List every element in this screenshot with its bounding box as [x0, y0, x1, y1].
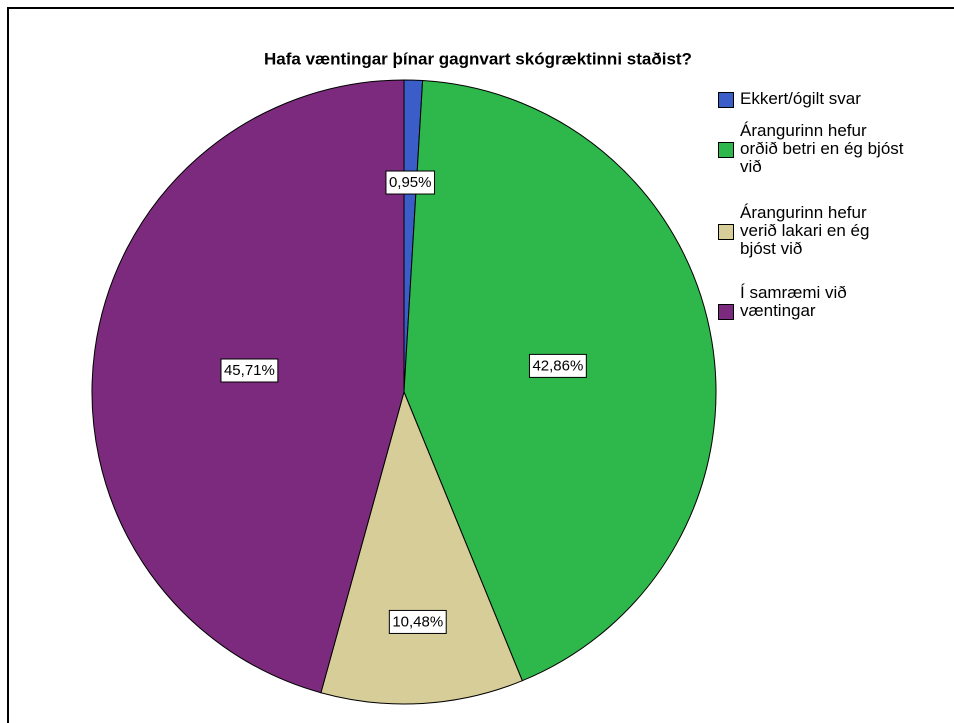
legend-swatch: [718, 142, 734, 158]
legend-label: Árangurinn hefur orðið betri en ég bjóst…: [740, 121, 904, 176]
legend-label: Árangurinn hefur verið lakari en ég bjós…: [740, 203, 870, 258]
label-box: [388, 609, 447, 634]
label-box: [528, 353, 587, 378]
legend-swatch: [718, 304, 734, 320]
frame: [7, 7, 954, 723]
data-label: 10,48%: [392, 613, 443, 630]
legend-entry: Árangurinn hefur verið lakari en ég bjós…: [718, 204, 908, 258]
pie-slice: [320, 390, 523, 705]
legend-swatch: [718, 224, 734, 240]
chart-title: Hafa væntingar þínar gagnvart skógræktin…: [264, 49, 692, 68]
pie-slice: [403, 80, 717, 682]
legend-entry: Árangurinn hefur orðið betri en ég bjóst…: [718, 122, 908, 176]
legend-entry: Í samræmi við væntingar: [718, 284, 908, 320]
data-label: 45,71%: [224, 362, 275, 379]
legend-entry: Ekkert/ógilt svar: [718, 90, 908, 108]
legend-label: Í samræmi við væntingar: [740, 283, 847, 320]
label-box: [220, 358, 279, 383]
data-label: 42,86%: [532, 357, 583, 374]
pie-slice: [91, 79, 405, 694]
legend-swatch: [718, 92, 734, 108]
label-box: [385, 170, 436, 195]
legend-label: Ekkert/ógilt svar: [740, 89, 861, 108]
data-label: 0,95%: [389, 174, 432, 191]
